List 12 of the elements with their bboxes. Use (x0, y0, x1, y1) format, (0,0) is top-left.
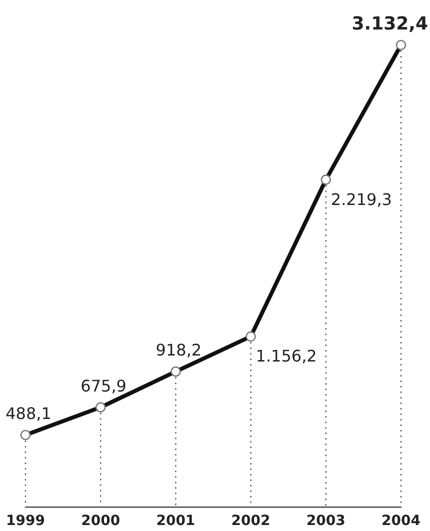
data-label: 1.156,2 (256, 346, 317, 366)
x-tick-label: 2002 (231, 513, 270, 530)
data-label: 488,1 (6, 404, 52, 424)
data-label: 2.219,3 (330, 190, 392, 209)
data-label: 675,9 (80, 376, 126, 396)
data-label: 918,2 (156, 340, 202, 360)
x-tick-label: 1999 (6, 513, 45, 530)
data-label: 3.132,4 (352, 14, 428, 35)
x-tick-label: 2000 (81, 513, 120, 530)
x-tick-label: 2003 (306, 513, 346, 530)
x-tick-label: 2001 (156, 513, 196, 530)
x-tick-label: 2004 (382, 513, 421, 530)
